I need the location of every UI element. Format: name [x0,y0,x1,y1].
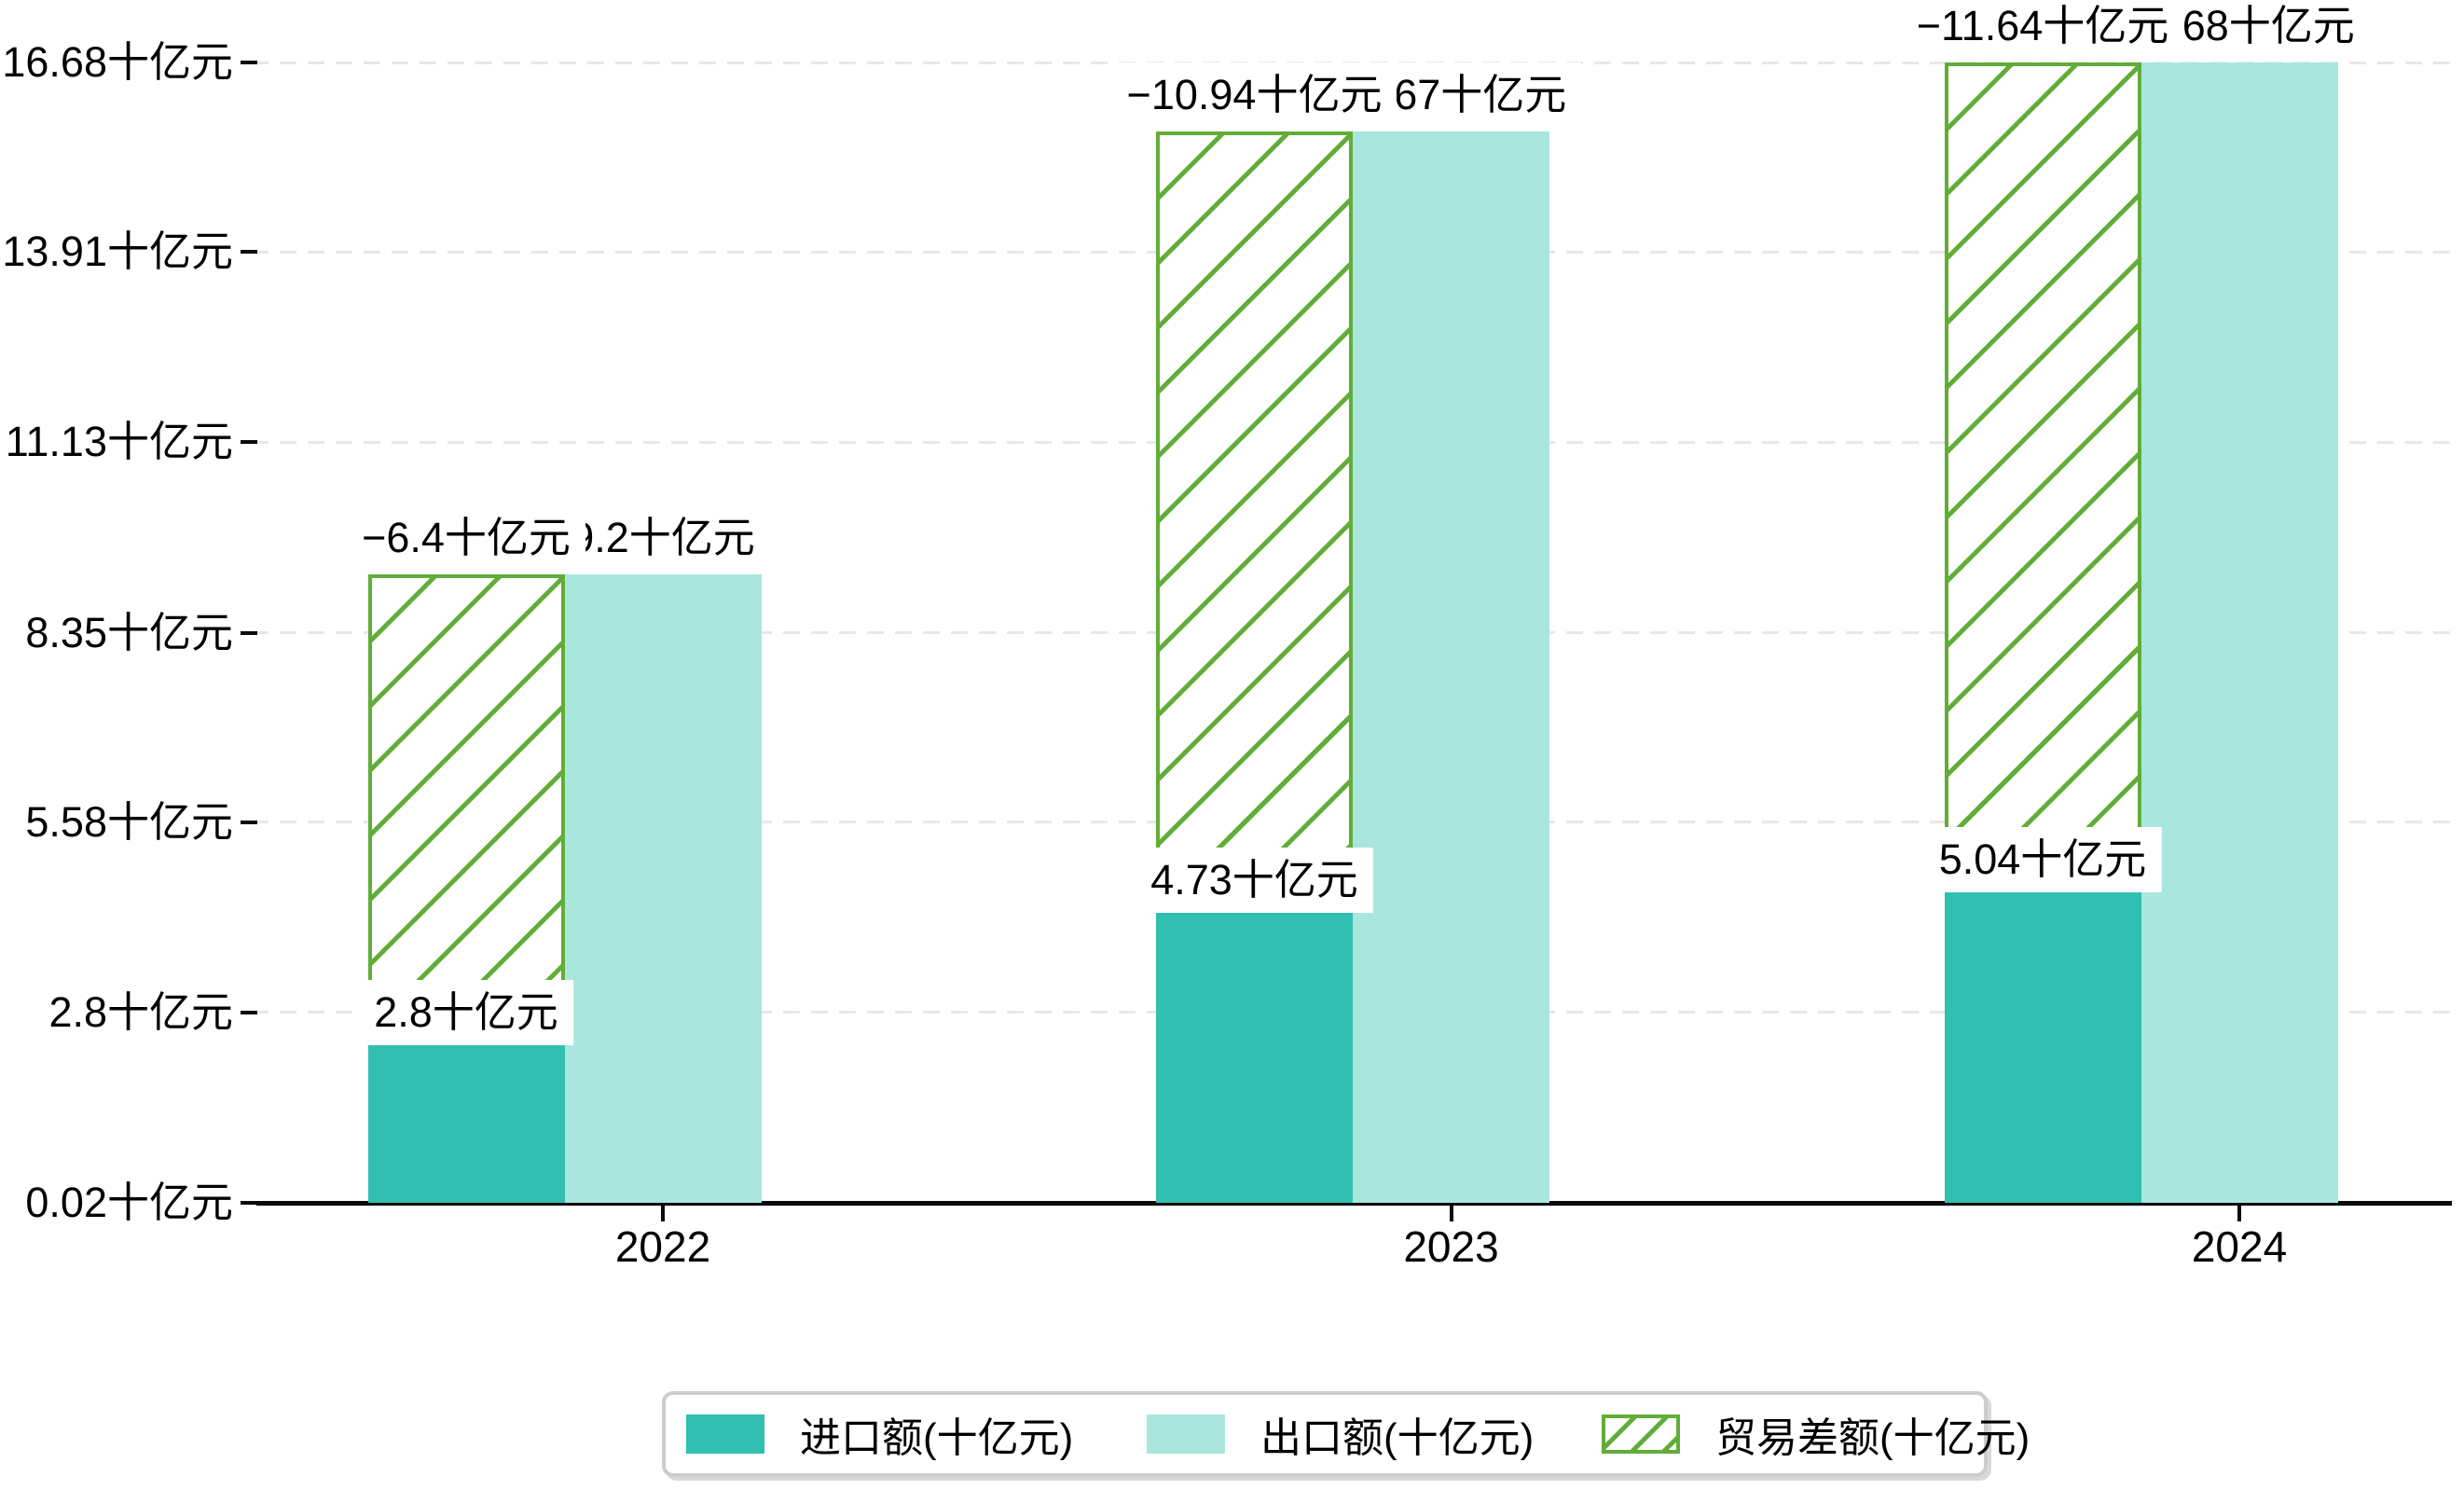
legend-label-balance: 贸易差额(十亿元) [1715,1415,2030,1461]
import-swatch-icon [686,1414,764,1454]
legend-item-export: 出口额(十亿元) [1147,1395,1534,1473]
export-value-label: 9.2十亿元 [556,505,770,572]
y-tick-mark [241,440,257,445]
y-axis-tick-label: 5.58十亿元 [25,797,233,846]
y-axis-tick-label: 8.35十亿元 [25,608,233,656]
y-tick-mark [241,1010,257,1014]
trade-balance-bar [367,574,565,1013]
import-bar [1944,859,2141,1203]
import-bar [1156,880,1353,1203]
y-tick-mark [241,61,257,64]
import-value-label: 2.8十亿元 [359,979,573,1045]
y-tick-mark [241,1201,257,1205]
y-tick-mark [241,630,257,635]
balance-hatched-swatch-icon [1602,1414,1680,1454]
legend: 进口额(十亿元) 出口额(十亿元) 贸易差额(十亿元) [662,1391,2030,1477]
x-tick-mark [661,1206,665,1221]
y-tick-mark [241,820,257,824]
x-tick-mark [2237,1206,2241,1221]
trade-balance-bar [1944,62,2141,860]
legend-label-export: 出口额(十亿元) [1260,1415,1535,1461]
legend-item-balance: 贸易差额(十亿元) [1602,1395,2030,1473]
y-axis-tick-label: 0.02十亿元 [25,1179,233,1226]
gridline [252,61,2452,64]
y-axis-tick-label: 2.8十亿元 [48,987,233,1036]
import-value-label: 4.73十亿元 [1136,848,1373,914]
x-tick-mark [1449,1206,1453,1221]
export-bar [1353,131,1549,1203]
x-axis-tick-label: 2022 [614,1222,711,1271]
export-bar [564,574,762,1203]
x-axis-tick-label: 2024 [2191,1222,2288,1271]
y-axis-tick-label: 13.91十亿元 [2,228,233,276]
x-axis-line [256,1201,2452,1206]
trade-balance-value-label: −10.94十亿元 [1111,62,1397,129]
export-swatch-icon [1147,1414,1225,1454]
legend-label-import: 进口额(十亿元) [800,1415,1074,1461]
trade-balance-value-label: −6.4十亿元 [347,505,585,572]
x-axis-tick-label: 2023 [1403,1222,1499,1271]
import-value-label: 5.04十亿元 [1923,826,2162,892]
legend-item-import: 进口额(十亿元) [686,1395,1073,1473]
trade-balance-bar [1156,131,1353,881]
y-axis-tick-label: 11.13十亿元 [5,418,233,466]
y-axis-tick-label: 16.68十亿元 [2,38,233,86]
y-tick-mark [241,250,257,255]
export-bar [2141,62,2338,1203]
trade-balance-value-label: −11.64十亿元 [1901,0,2184,59]
